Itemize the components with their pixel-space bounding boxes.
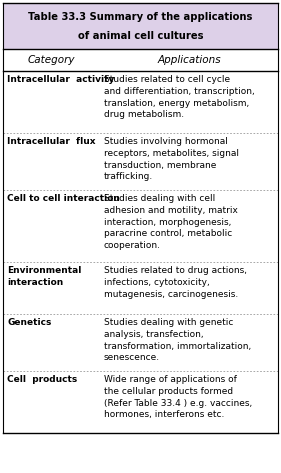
Text: Studies involving hormonal
receptors, metabolites, signal
transduction, membrane: Studies involving hormonal receptors, me… (104, 137, 239, 182)
Text: Applications: Applications (157, 55, 221, 65)
Text: Environmental
interaction: Environmental interaction (7, 266, 81, 287)
Text: Cell to cell interaction: Cell to cell interaction (7, 194, 120, 203)
Text: Studies dealing with cell
adhesion and motility, matrix
interaction, morphogenes: Studies dealing with cell adhesion and m… (104, 194, 238, 250)
Text: Table 33.3 Summary of the applications: Table 33.3 Summary of the applications (28, 12, 253, 22)
Text: of animal cell cultures: of animal cell cultures (78, 31, 203, 41)
Text: Category: Category (28, 55, 75, 65)
Text: Intracellular  activity: Intracellular activity (7, 75, 114, 84)
Text: Wide range of applications of
the cellular products formed
(Refer Table 33.4 ) e: Wide range of applications of the cellul… (104, 375, 252, 420)
Text: Intracellular  flux: Intracellular flux (7, 137, 96, 146)
Text: Genetics: Genetics (7, 318, 51, 327)
Text: Studies related to cell cycle
and differentiation, transcription,
translation, e: Studies related to cell cycle and differ… (104, 75, 255, 119)
Bar (3, 3, 278, 49)
Text: Studies dealing with genetic
analysis, transfection,
transformation, immortaliza: Studies dealing with genetic analysis, t… (104, 318, 251, 362)
Text: Cell  products: Cell products (7, 375, 77, 384)
Text: Studies related to drug actions,
infections, cytotoxicity,
mutagenesis, carcinog: Studies related to drug actions, infecti… (104, 266, 247, 298)
